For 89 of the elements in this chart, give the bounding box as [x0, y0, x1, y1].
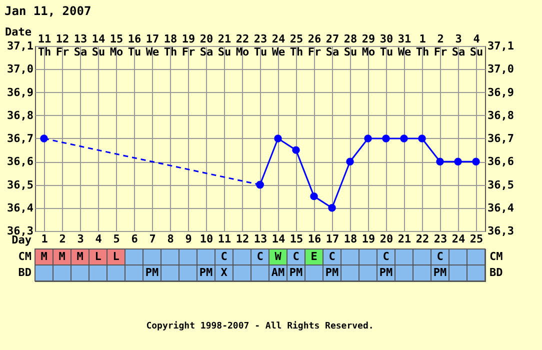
x2-tick-label: 24 [452, 232, 466, 246]
x-tick-label: 21 Su [218, 32, 232, 58]
x-tick-label: 27 Sa [326, 32, 340, 58]
x2-tick-label: 11 [218, 232, 232, 246]
text: X [220, 266, 228, 279]
text: C [328, 250, 336, 263]
y2-tick-label: 37,1 [488, 40, 514, 52]
category-label: BD [18, 266, 32, 279]
x2-tick-label: 3 [77, 232, 84, 246]
x-tick-label: 14 Su [92, 32, 106, 58]
x2-tick-label: 25 [470, 232, 484, 246]
y2-tick-label: 37,0 [488, 62, 514, 76]
text: L [94, 250, 102, 263]
x-tick-label: 30 Tu [380, 32, 394, 58]
x2-tick-label: 15 [290, 232, 304, 246]
x-tick-label: 4 Su [470, 32, 484, 58]
x-tick-label: 18 Th [164, 32, 178, 58]
text: M [58, 250, 66, 263]
text: M [76, 250, 84, 263]
x-tick-label: 13 Sa [74, 32, 88, 58]
text: C [220, 250, 228, 263]
x2-tick-label: 17 [326, 232, 340, 246]
x-tick-label: 23 Tu [254, 32, 268, 58]
chart-title: Jan 11, 2007 [4, 4, 92, 18]
x2-tick-label: 4 [95, 232, 102, 246]
text: W [274, 250, 282, 263]
x2-tick-label: 21 [398, 232, 412, 246]
text: C [256, 250, 264, 263]
x-tick-label: 3 Sa [452, 32, 466, 58]
x-tick-label: 11 Th [38, 32, 52, 58]
y-tick-label: 36,4 [7, 201, 34, 214]
text: E [310, 250, 318, 263]
x-tick-label: 31 We [398, 32, 412, 58]
x-tick-label: 2 Fr [434, 32, 448, 58]
x-tick-label: 26 Fr [308, 32, 322, 58]
y2-tick-label: 36,5 [488, 178, 514, 192]
x-tick-label: 20 Sa [200, 32, 214, 58]
x2-tick-label: 5 [113, 232, 120, 246]
text: C [292, 250, 300, 263]
y-tick-label: 36,5 [7, 178, 34, 192]
x-tick-label: 28 Su [344, 32, 358, 58]
x2-tick-label: 7 [149, 232, 156, 246]
x-tick-label: 22 Mo [236, 32, 250, 58]
y2-tick-label: 36,6 [488, 155, 514, 168]
x-tick-label: 29 Mo [362, 32, 376, 58]
y2-tick-label: 36,3 [488, 224, 514, 238]
y2-tick-label: 36,9 [488, 86, 514, 99]
text: L [112, 250, 120, 263]
text: C [382, 250, 390, 263]
x-tick-label: 15 Mo [110, 32, 124, 58]
x-tick-label: 12 Fr [56, 32, 70, 58]
x-tick-label: 16 Tu [128, 32, 142, 58]
x-tick-label: 24 We [272, 32, 286, 58]
y2-tick-label: 36,8 [488, 108, 514, 122]
x2-tick-label: 1 [41, 232, 48, 246]
y-tick-label: 36,8 [7, 108, 34, 122]
text: Copyright 1998-2007 - All Rights Reserved. [146, 320, 374, 332]
x2-tick-label: 9 [185, 232, 192, 246]
x-tick-label: 19 Fr [182, 32, 196, 58]
x-tick-label: 17 We [146, 32, 160, 58]
x2-tick-label: 2 [59, 232, 66, 246]
category-label: CM [490, 250, 503, 263]
x-tick-label: 1 Th [416, 32, 430, 58]
x2-tick-label: 19 [362, 232, 376, 246]
x-tick-label: 25 Th [290, 32, 304, 58]
x2-tick-label: 20 [380, 232, 394, 246]
y2-tick-label: 36,7 [488, 132, 514, 145]
y-tick-label: 37,0 [7, 62, 34, 76]
y2-tick-label: 36,4 [488, 201, 514, 214]
y-tick-label: 36,3 [7, 224, 34, 238]
x2-tick-label: 23 [434, 232, 448, 246]
x2-tick-label: 12 [236, 232, 250, 246]
x2-tick-label: 6 [131, 232, 138, 246]
category-label: BD [490, 266, 503, 279]
y-tick-label: 37,1 [7, 40, 34, 52]
x2-tick-label: 16 [308, 232, 322, 246]
x2-tick-label: 13 [254, 232, 268, 246]
text: C [436, 250, 444, 263]
text: M [40, 250, 48, 263]
x-axis-title: Date [5, 26, 32, 38]
x2-tick-label: 10 [200, 232, 214, 246]
y-tick-label: 36,7 [7, 132, 34, 145]
x2-tick-label: 14 [272, 232, 286, 246]
y-tick-label: 36,6 [7, 155, 34, 168]
y-tick-label: 36,9 [7, 86, 34, 99]
category-label: CM [18, 250, 32, 263]
x2-tick-label: 22 [416, 232, 430, 246]
x2-tick-label: 18 [344, 232, 358, 246]
x2-tick-label: 8 [167, 232, 174, 246]
